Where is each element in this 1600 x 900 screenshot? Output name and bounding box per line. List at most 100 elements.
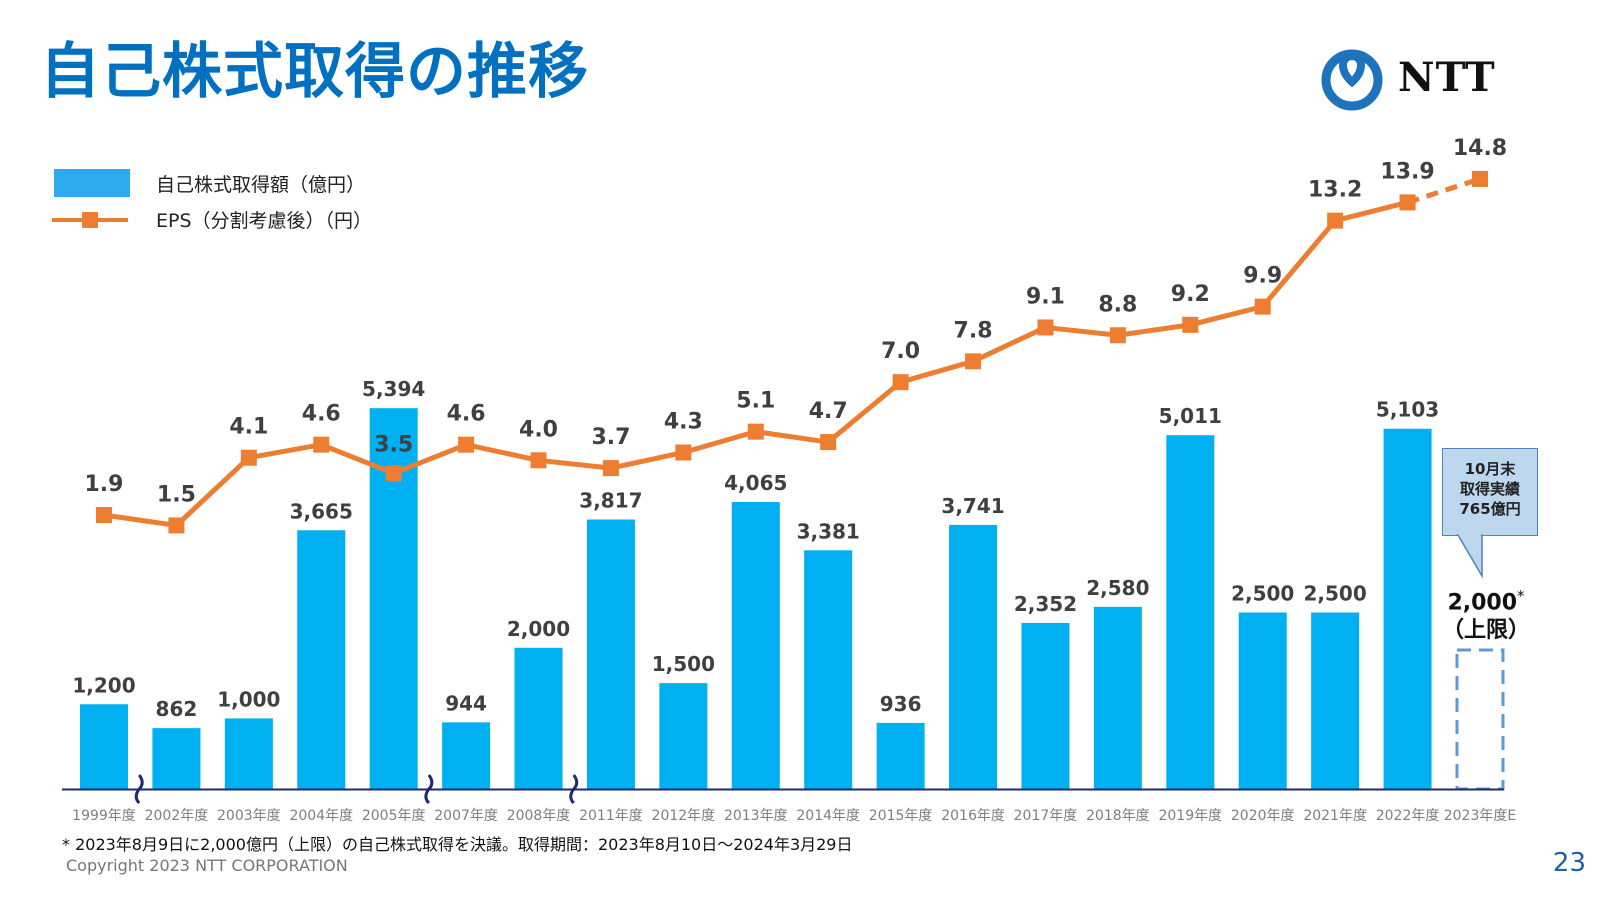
data-labels: 1,200 862 1,000 3,665 5,394 944 2,000 3,817 1,50… bbox=[72, 136, 1507, 721]
bar-value-label: 3,817 bbox=[579, 489, 642, 513]
acquisition-callout: 10月末 取得実績 765億円 bbox=[1442, 448, 1538, 536]
eps-value-label: 8.8 bbox=[1098, 292, 1137, 317]
axis-break-icon bbox=[569, 774, 579, 805]
eps-value-label: 3.7 bbox=[591, 425, 630, 450]
x-tick-label: 2007年度 bbox=[434, 808, 498, 824]
bar-value-label: 3,381 bbox=[797, 519, 860, 543]
eps-marker bbox=[1182, 316, 1199, 333]
bar-value-label: 2,000 bbox=[507, 617, 570, 641]
bar bbox=[80, 704, 128, 789]
bar-value-label: 2,500 bbox=[1304, 582, 1367, 606]
eps-value-label: 9.9 bbox=[1243, 264, 1282, 289]
footnote: * 2023年8月9日に2,000億円（上限）の自己株式取得を決議。取得期間：2… bbox=[62, 835, 853, 854]
eps-marker bbox=[1109, 327, 1126, 344]
callout-pointer bbox=[1456, 534, 1483, 579]
eps-value-label: 7.8 bbox=[954, 318, 993, 343]
bar-value-label: 1,000 bbox=[217, 687, 280, 711]
x-tick-label: 1999年度 bbox=[72, 808, 136, 824]
x-tick-label: 2018年度 bbox=[1086, 808, 1150, 824]
eps-value-label: 7.0 bbox=[881, 339, 920, 364]
estimate-cap: （上限） bbox=[1441, 618, 1530, 644]
eps-line-estimate bbox=[1406, 176, 1481, 205]
eps-marker bbox=[820, 434, 837, 451]
eps-marker bbox=[1399, 194, 1416, 211]
x-axis: 1999年度 2002年度 2003年度 2004年度 2005年度 2007年度 2008… bbox=[62, 774, 1516, 824]
eps-marker bbox=[1254, 298, 1271, 315]
callout-line-1: 10月末 bbox=[1464, 460, 1516, 478]
x-tick-label: 2014年度 bbox=[796, 808, 860, 824]
ntt-logo-icon bbox=[1321, 49, 1383, 111]
x-tick-label: 2021年度 bbox=[1303, 808, 1367, 824]
x-tick-label: 2003年度 bbox=[217, 808, 281, 824]
bar-value-label: 862 bbox=[156, 697, 198, 721]
x-tick-label: 2004年度 bbox=[289, 808, 353, 824]
legend-label-buyback: 自己株式取得額（億円） bbox=[156, 174, 366, 196]
bar bbox=[1238, 612, 1287, 789]
eps-marker bbox=[1037, 319, 1054, 336]
eps-marker bbox=[240, 449, 257, 466]
x-tick-label: 2017年度 bbox=[1014, 808, 1078, 824]
x-tick-label: 2020年度 bbox=[1231, 808, 1295, 824]
estimate-cap-label: 2,000* （上限） bbox=[1436, 582, 1536, 645]
bar bbox=[949, 524, 998, 789]
eps-marker bbox=[385, 465, 402, 482]
copyright: Copyright 2023 NTT CORPORATION bbox=[66, 856, 348, 875]
bar bbox=[1166, 435, 1215, 789]
bar-value-label: 944 bbox=[445, 691, 487, 715]
bar bbox=[876, 722, 925, 789]
axis-break-icon bbox=[134, 774, 144, 805]
x-tick-label: 2012年度 bbox=[652, 808, 716, 824]
callout-line-3: 765億円 bbox=[1459, 500, 1521, 518]
x-tick-label: 2013年度 bbox=[724, 808, 788, 824]
x-tick-label: 2023年度E bbox=[1444, 808, 1516, 824]
eps-value-label: 4.3 bbox=[664, 409, 703, 434]
x-tick-label: 2008年度 bbox=[507, 808, 571, 824]
eps-marker bbox=[602, 460, 619, 477]
bar bbox=[152, 728, 201, 789]
eps-value-label: 9.1 bbox=[1026, 284, 1065, 309]
eps-value-label: 5.1 bbox=[736, 389, 775, 414]
bar bbox=[1021, 622, 1070, 789]
bar-value-label: 936 bbox=[880, 692, 922, 716]
ntt-logo: NTT bbox=[1320, 48, 1520, 112]
eps-value-label: 1.5 bbox=[157, 482, 196, 507]
logo-text: NTT bbox=[1398, 54, 1496, 101]
bar bbox=[297, 530, 346, 789]
eps-marker bbox=[747, 423, 764, 440]
bar bbox=[804, 550, 853, 789]
eps-marker bbox=[313, 436, 330, 453]
eps-value-label: 4.6 bbox=[302, 402, 341, 427]
bar-estimate bbox=[1455, 648, 1505, 791]
eps-marker bbox=[458, 436, 475, 453]
bar bbox=[442, 722, 491, 789]
bar-value-label: 5,394 bbox=[362, 377, 425, 401]
eps-marker bbox=[965, 353, 982, 370]
x-tick-label: 2011年度 bbox=[579, 808, 643, 824]
callout-line-2: 取得実績 bbox=[1459, 480, 1520, 498]
bar bbox=[224, 718, 273, 789]
eps-value-label: 3.5 bbox=[374, 432, 413, 457]
bar bbox=[1311, 612, 1360, 789]
eps-line-series bbox=[96, 170, 1488, 534]
eps-value-label: 9.2 bbox=[1171, 282, 1210, 307]
bar-value-label: 2,352 bbox=[1014, 592, 1077, 616]
eps-marker bbox=[1471, 170, 1488, 187]
bar-value-label: 5,011 bbox=[1159, 404, 1222, 428]
eps-value-label: 14.8 bbox=[1453, 136, 1507, 161]
bar-value-label: 5,103 bbox=[1376, 398, 1439, 422]
bar bbox=[514, 647, 563, 789]
eps-value-label: 4.7 bbox=[809, 399, 848, 424]
bar bbox=[659, 683, 708, 789]
eps-value-label: 13.9 bbox=[1380, 159, 1434, 184]
bar bbox=[1383, 428, 1432, 789]
page-title: 自己株式取得の推移 bbox=[40, 37, 589, 107]
eps-value-label: 4.6 bbox=[447, 402, 486, 427]
bar bbox=[1093, 606, 1142, 789]
x-tick-label: 2022年度 bbox=[1376, 808, 1440, 824]
bar-value-label: 2,500 bbox=[1231, 582, 1294, 606]
bar-value-label: 1,500 bbox=[652, 652, 715, 676]
bar-value-label: 4,065 bbox=[724, 471, 787, 495]
eps-value-label: 13.2 bbox=[1308, 178, 1362, 203]
bar-value-label: 2,580 bbox=[1086, 576, 1149, 600]
